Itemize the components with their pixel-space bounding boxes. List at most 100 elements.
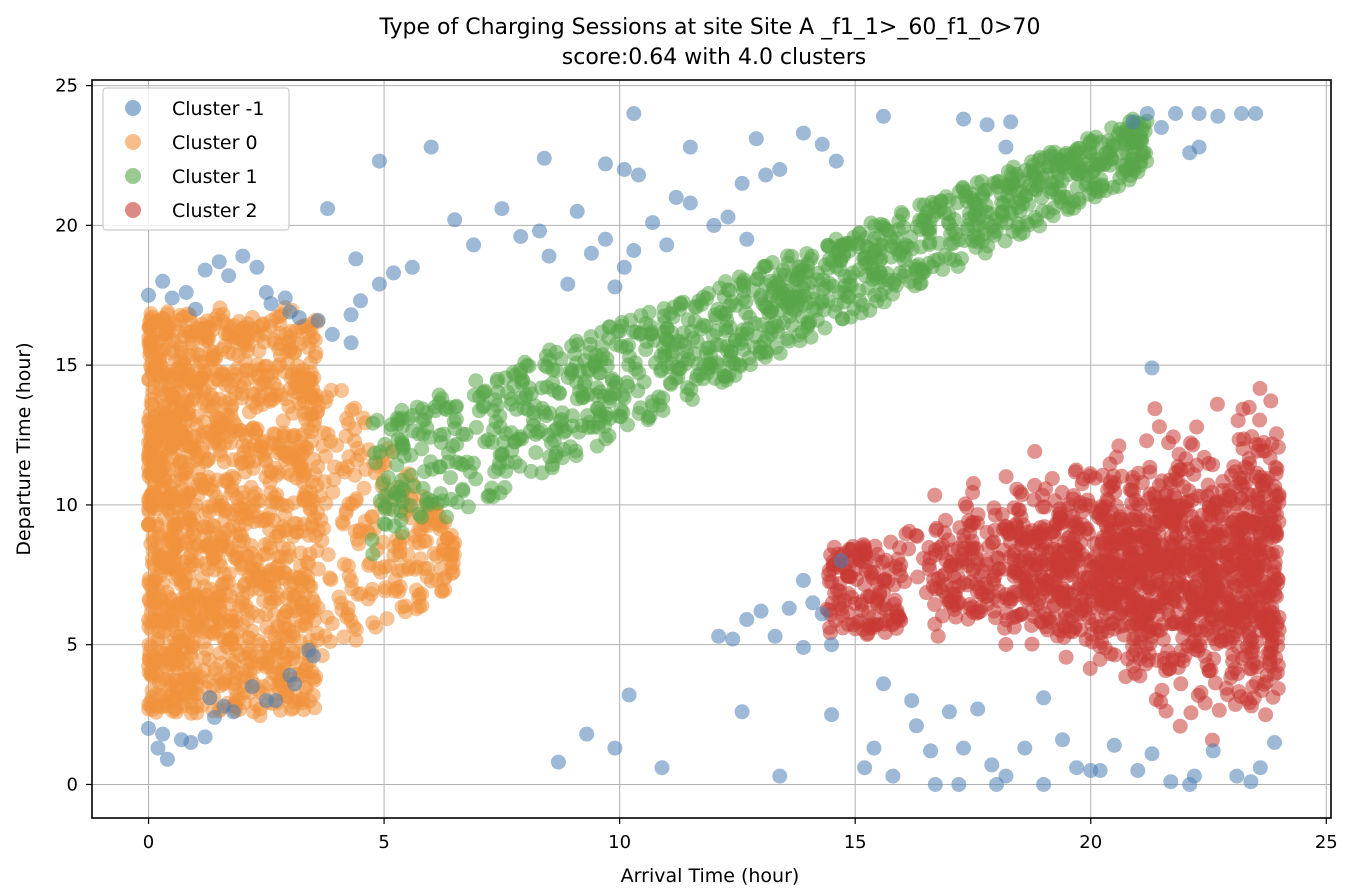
cluster-0-point [162,488,178,503]
cluster-0-point [213,419,229,435]
cluster-2-point [1239,514,1255,529]
cluster-2-point [986,603,1002,619]
cluster-2-point [1125,647,1141,663]
cluster-2-point [1082,466,1098,482]
cluster-1-point [1069,180,1085,195]
cluster-neg1-point [560,276,576,292]
cluster-0-point [238,547,254,563]
cluster-neg1-point [725,631,741,647]
cluster-2-point [1118,669,1134,685]
cluster-neg1-point [235,248,251,264]
cluster-2-point [1031,577,1047,593]
cluster-1-point [638,342,654,358]
cluster-0-point [176,576,192,591]
cluster-neg1-point [353,293,368,309]
cluster-2-point [1024,636,1040,652]
cluster-2-point [866,609,882,624]
cluster-1-point [431,459,447,475]
cluster-neg1-point [814,136,830,152]
cluster-2-point [1204,732,1220,748]
cluster-2-point [1171,446,1187,462]
cluster-0-point [162,321,177,337]
cluster-0-point [168,690,184,706]
cluster-neg1-point [277,290,293,306]
cluster-2-point [878,552,894,568]
cluster-2-point [1054,484,1070,500]
cluster-1-point [780,299,796,315]
cluster-2-point [1236,614,1252,630]
cluster-2-point [1142,580,1158,596]
cluster-0-point [344,581,360,597]
cluster-2-point [1173,676,1189,692]
cluster-1-point [695,289,711,305]
cluster-neg1-point [989,777,1004,792]
cluster-0-point [212,598,228,614]
cluster-2-point [1163,529,1179,544]
cluster-2-point [1224,467,1239,483]
x-tick-label: 25 [1315,832,1338,853]
cluster-1-point [568,443,584,459]
cluster-2-point [1032,599,1048,615]
cluster-0-point [276,425,292,441]
cluster-0-point [150,450,166,466]
cluster-0-point [284,366,300,382]
cluster-2-point [1123,512,1139,528]
cluster-0-point [153,356,169,372]
cluster-0-point [182,624,198,640]
cluster-2-point [1227,661,1243,677]
cluster-1-point [631,406,647,421]
cluster-2-point [1092,625,1108,641]
cluster-neg1-point [904,693,920,709]
cluster-0-point [262,535,278,551]
cluster-0-point [275,413,291,429]
cluster-1-point [548,448,563,464]
cluster-2-point [1147,489,1163,505]
cluster-neg1-point [772,768,788,784]
cluster-0-point [347,421,363,437]
cluster-0-point [340,600,356,616]
cluster-2-point [945,580,961,596]
cluster-2-point [1172,518,1188,534]
cluster-1-point [427,403,443,419]
cluster-2-point [835,620,851,636]
cluster-2-point [1193,489,1209,505]
cluster-2-point [1175,653,1191,669]
cluster-1-point [931,235,947,251]
cluster-0-point [189,320,205,336]
cluster-0-point [434,583,450,599]
cluster-1-point [722,319,738,335]
cluster-0-point [296,603,312,619]
cluster-0-point [291,396,307,412]
cluster-neg1-point [654,760,670,776]
cluster-0-point [251,633,267,649]
cluster-1-point [841,277,857,293]
cluster-neg1-point [225,704,241,720]
cluster-1-point [1045,208,1061,224]
cluster-1-point [767,315,783,330]
cluster-2-point [1007,560,1023,576]
cluster-1-point [893,205,909,220]
cluster-0-point [180,606,196,622]
cluster-2-point [934,568,950,584]
cluster-0-point [319,389,335,405]
data-points [141,106,1287,792]
cluster-0-point [153,589,169,605]
cluster-1-point [417,412,433,428]
cluster-neg1-point [532,223,547,239]
cluster-2-point [1201,663,1217,679]
cluster-0-point [377,559,393,575]
x-tick-label: 20 [1079,832,1102,853]
cluster-1-point [653,348,669,364]
cluster-neg1-point [824,637,840,653]
cluster-2-point [1154,473,1170,489]
cluster-2-point [1056,618,1072,634]
y-tick-label: 15 [55,355,78,376]
cluster-1-point [912,212,928,228]
cluster-2-point [1111,606,1127,621]
cluster-1-point [765,280,781,296]
cluster-2-point [1249,675,1265,691]
x-tick-label: 0 [143,832,154,853]
cluster-2-point [1166,487,1182,503]
cluster-2-point [1104,585,1120,601]
cluster-0-point [363,586,379,602]
